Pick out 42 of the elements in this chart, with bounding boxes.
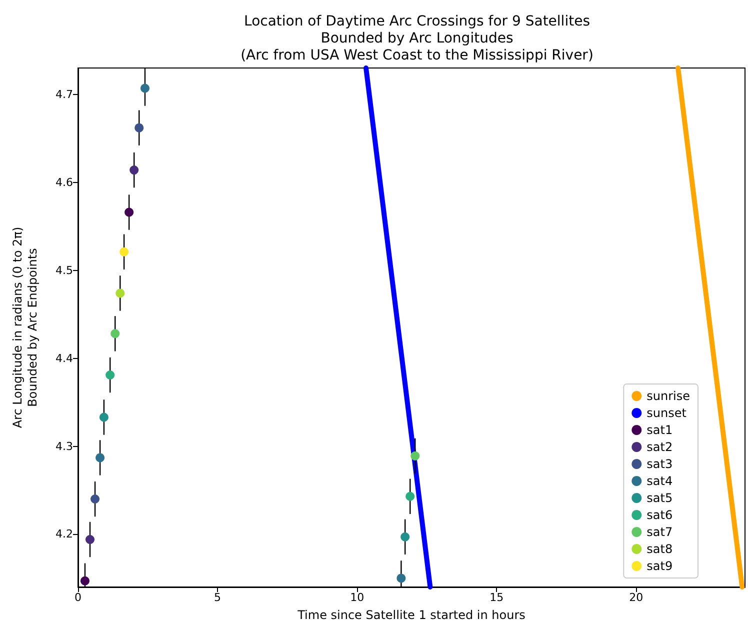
legend-label: sat3 bbox=[646, 457, 673, 471]
legend-label: sat5 bbox=[646, 491, 673, 505]
x-tick-label: 0 bbox=[74, 591, 82, 604]
x-tick-label: 20 bbox=[629, 591, 644, 604]
point bbox=[396, 574, 406, 583]
x-tick-label: 15 bbox=[490, 591, 504, 604]
legend-label: sat8 bbox=[646, 542, 673, 556]
point bbox=[99, 412, 108, 422]
legend-label: sat9 bbox=[646, 559, 673, 573]
point bbox=[110, 329, 120, 338]
point bbox=[400, 532, 410, 542]
y-axis-title: Arc Longitude in radians (0 to 2π) Bounded by Arc Endpoints bbox=[10, 226, 40, 428]
point bbox=[80, 576, 90, 586]
legend-label: sat7 bbox=[646, 525, 673, 539]
point bbox=[140, 84, 150, 93]
y-tick-label: 4.3 bbox=[56, 440, 73, 453]
point bbox=[406, 492, 415, 501]
point bbox=[120, 247, 129, 256]
legend-label: sat4 bbox=[646, 474, 673, 488]
point bbox=[116, 288, 125, 298]
x-tick-label: 5 bbox=[214, 591, 222, 604]
x-axis-title: Time since Satellite 1 started in hours bbox=[296, 608, 526, 622]
point bbox=[96, 453, 105, 462]
legend-label: sat2 bbox=[646, 440, 673, 454]
y-tick-label: 4.7 bbox=[56, 88, 73, 101]
y-tick-label: 4.4 bbox=[56, 352, 73, 365]
legend-label: sat1 bbox=[646, 423, 673, 437]
y-tick-label: 4.2 bbox=[56, 528, 73, 541]
point bbox=[410, 451, 420, 460]
legend-label: sat6 bbox=[646, 508, 673, 522]
point bbox=[86, 535, 94, 544]
legend-label: sunrise bbox=[646, 389, 690, 403]
point bbox=[106, 370, 115, 380]
point bbox=[134, 123, 144, 132]
point bbox=[130, 166, 139, 175]
legend-label: sunset bbox=[646, 406, 687, 420]
x-tick-label: 10 bbox=[350, 591, 364, 604]
point bbox=[90, 494, 100, 504]
y-tick-label: 4.6 bbox=[56, 176, 73, 189]
chart-title: Location of Daytime Arc Crossings for 9 Satellites Bounded by Arc Longitudes (Arc from USA West Coast to the Mississippi River) bbox=[240, 14, 594, 64]
point bbox=[124, 208, 134, 217]
y-tick-label: 4.5 bbox=[56, 264, 73, 277]
